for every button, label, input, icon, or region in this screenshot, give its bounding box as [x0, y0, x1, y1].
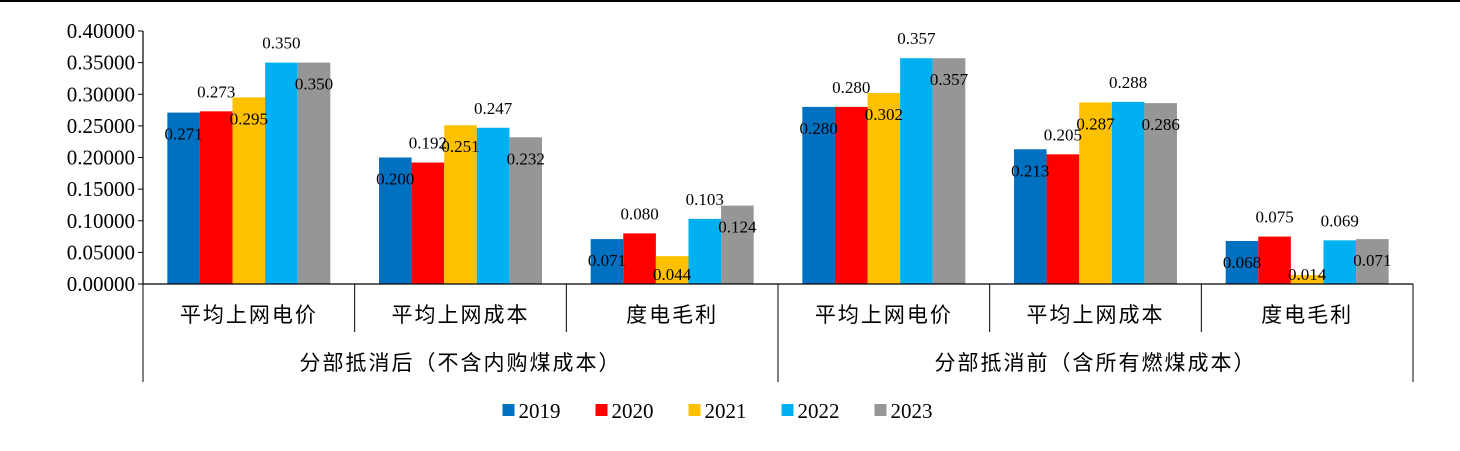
data-label: 0.014 [1288, 265, 1327, 284]
y-tick-label: 0.00000 [67, 272, 135, 296]
y-tick-label: 0.15000 [67, 177, 135, 201]
y-axis: 0.00000 0.05000 0.10000 0.15000 0.20000 0.250… [67, 19, 144, 296]
data-label: 0.192 [409, 134, 447, 153]
y-tick-label: 0.05000 [67, 240, 135, 264]
data-label: 0.350 [262, 34, 300, 53]
data-label: 0.271 [165, 125, 203, 144]
legend-label-2023: 2023 [891, 399, 933, 423]
data-label: 0.232 [507, 149, 545, 168]
data-label: 0.075 [1255, 208, 1293, 227]
bar-2020 [411, 162, 445, 284]
bar-2019 [802, 106, 835, 285]
bar-2020 [623, 233, 656, 284]
group-label: 分部抵消后（不含内购煤成本） [300, 351, 622, 375]
bar-2019 [1225, 240, 1259, 284]
data-label: 0.080 [620, 204, 658, 223]
legend-swatch-2021 [688, 404, 701, 416]
bar-2022 [1111, 101, 1145, 284]
legend-label-2020: 2020 [612, 399, 654, 423]
bar-2021 [867, 92, 901, 285]
data-label: 0.213 [1011, 161, 1049, 180]
data-label: 0.357 [897, 29, 936, 48]
bar-2022 [265, 62, 298, 284]
data-label: 0.247 [474, 99, 513, 118]
bar-2023 [932, 58, 966, 285]
data-labels: 0.271 0.200 0.071 0.280 0.213 0.068 0.273 0.192… [165, 29, 1392, 284]
category-label: 度电毛利 [1261, 303, 1353, 327]
data-label: 0.280 [800, 119, 838, 138]
data-label: 0.205 [1044, 125, 1082, 144]
data-label: 0.200 [376, 170, 414, 189]
data-label: 0.287 [1076, 114, 1115, 133]
data-label: 0.071 [1353, 251, 1391, 270]
bar-2021 [232, 97, 266, 284]
bar-2022 [688, 218, 722, 284]
bar-2023 [509, 137, 542, 284]
data-label: 0.251 [441, 137, 479, 156]
bar-2020 [834, 106, 868, 285]
bar-2019 [590, 239, 624, 284]
bar-2019 [167, 112, 200, 284]
data-label: 0.295 [230, 109, 268, 128]
legend-label-2022: 2022 [798, 399, 840, 423]
bar-2023 [1144, 103, 1177, 284]
data-label: 0.044 [653, 265, 692, 284]
top-rule [0, 0, 1460, 2]
data-label: 0.302 [865, 105, 903, 124]
group-label: 分部抵消前（含所有燃煤成本） [935, 351, 1257, 375]
x-axis: 平均上网电价 平均上网成本 度电毛利 平均上网电价 平均上网成本 度电毛利分部抵消后（不含… [142, 283, 1414, 382]
data-label: 0.124 [718, 218, 757, 237]
legend: 2019 2020 2021 2022 2023 [502, 399, 933, 423]
data-label: 0.068 [1223, 253, 1261, 272]
y-tick-label: 0.35000 [67, 51, 135, 75]
bar-2021 [1079, 102, 1112, 284]
bar-2019 [379, 157, 412, 284]
y-tick-label: 0.10000 [67, 209, 135, 233]
category-label: 平均上网电价 [815, 303, 953, 327]
y-tick-label: 0.40000 [67, 19, 135, 43]
y-tick-label: 0.20000 [67, 146, 135, 170]
category-label: 平均上网成本 [1027, 303, 1165, 327]
data-label: 0.280 [832, 78, 870, 97]
legend-swatch-2019 [502, 404, 515, 416]
bar-2023 [721, 205, 754, 284]
bar-2020 [1258, 236, 1291, 284]
data-label: 0.069 [1321, 211, 1359, 230]
data-label: 0.350 [295, 75, 333, 94]
category-label: 平均上网电价 [180, 303, 318, 327]
bar-2023 [1356, 239, 1389, 284]
data-label: 0.071 [588, 251, 626, 270]
bar-2022 [1323, 240, 1357, 284]
bar-2020 [1046, 154, 1080, 284]
legend-label-2021: 2021 [705, 399, 747, 423]
legend-label-2019: 2019 [519, 399, 561, 423]
category-label: 度电毛利 [626, 303, 718, 327]
bar-2021 [655, 256, 689, 284]
data-label: 0.288 [1109, 73, 1147, 92]
bar-2020 [199, 111, 233, 284]
bar-2023 [297, 62, 331, 284]
bar-2019 [1014, 149, 1047, 284]
data-label: 0.273 [197, 82, 235, 101]
bar-2022 [900, 58, 933, 285]
data-label: 0.103 [686, 190, 724, 209]
legend-swatch-2022 [781, 404, 794, 416]
y-tick-label: 0.25000 [67, 114, 135, 138]
bar-2021 [444, 125, 477, 285]
data-label: 0.357 [930, 70, 969, 89]
legend-swatch-2023 [874, 404, 887, 416]
bar-2021 [1290, 275, 1324, 284]
bars [167, 58, 1389, 285]
legend-swatch-2020 [595, 404, 608, 416]
data-label: 0.286 [1142, 115, 1180, 134]
y-tick-label: 0.30000 [67, 82, 135, 106]
category-label: 平均上网成本 [392, 303, 530, 327]
bar-2022 [476, 127, 510, 285]
